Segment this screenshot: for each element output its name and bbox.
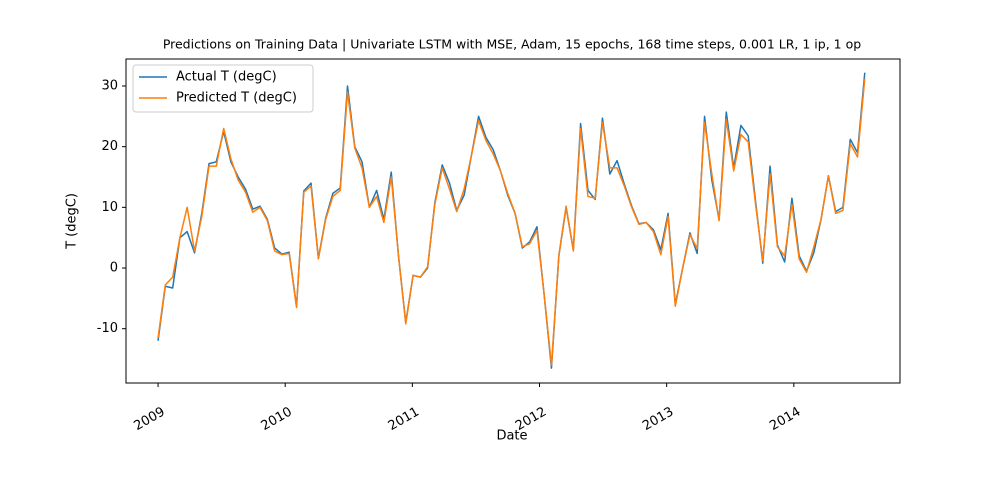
y-tick-label: 30 [101, 79, 118, 94]
legend-label: Predicted T (degC) [176, 91, 297, 106]
y-tick-label: -10 [97, 321, 118, 336]
x-axis-label: Date [496, 429, 527, 444]
series-line [157, 78, 866, 366]
y-axis-label: T (degC) [65, 193, 80, 250]
legend-box [132, 64, 314, 113]
y-tick-label: 0 [110, 261, 118, 276]
y-tick-label: 10 [101, 200, 118, 215]
axes-frame [125, 58, 901, 384]
chart-title: Predictions on Training Data | Univariat… [163, 37, 861, 52]
legend-label: Actual T (degC) [176, 70, 277, 85]
y-tick-label: 20 [101, 139, 118, 154]
